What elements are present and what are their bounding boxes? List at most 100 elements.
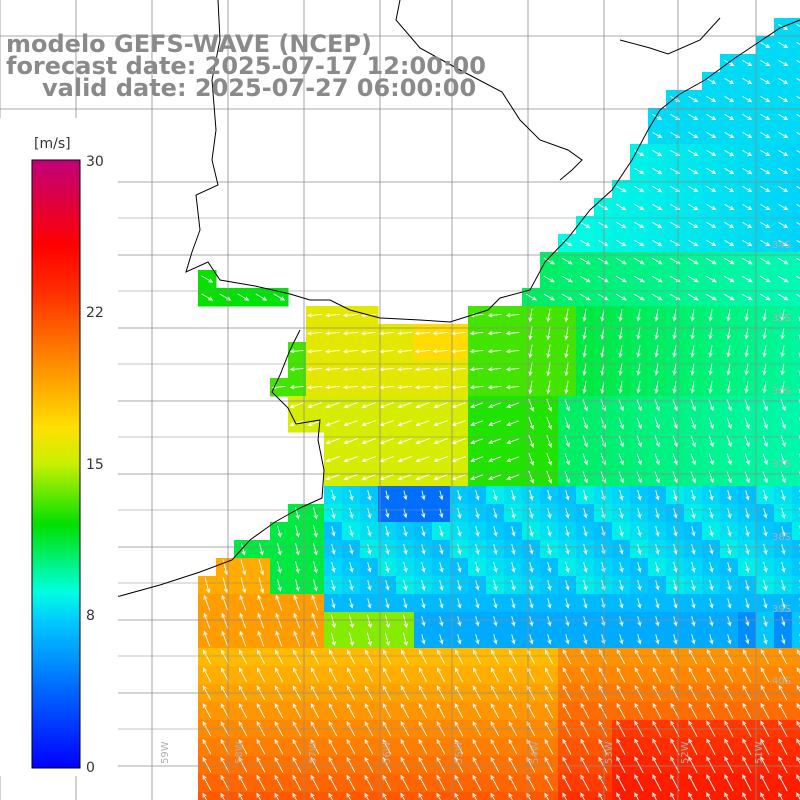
- wind-arrow: [472, 649, 481, 665]
- wind-arrow: [508, 756, 518, 773]
- wind-arrow: [397, 474, 412, 481]
- wind-arrow: [293, 612, 301, 629]
- wind-arrow: [364, 738, 374, 755]
- wind-cell: [792, 108, 800, 127]
- wind-arrow: [781, 634, 786, 645]
- wind-arrow: [306, 367, 323, 372]
- wind-arrow: [652, 756, 662, 774]
- wind-arrow: [256, 649, 265, 665]
- wind-cell: [792, 396, 800, 415]
- wind-arrow: [544, 792, 549, 800]
- wind-arrow: [618, 381, 623, 394]
- colorbar-tick-30: 30: [86, 154, 104, 170]
- wind-arrow: [637, 525, 642, 537]
- wind-arrow: [432, 331, 449, 336]
- wind-arrow: [274, 703, 284, 719]
- wind-arrow: [634, 203, 645, 211]
- wind-arrow: [760, 204, 771, 211]
- longitude-label: 54W: [530, 741, 541, 764]
- wind-arrow: [619, 616, 624, 627]
- wind-arrow: [311, 630, 319, 647]
- wind-arrow: [421, 561, 426, 574]
- wind-arrow: [493, 543, 498, 556]
- wind-arrow: [295, 525, 300, 538]
- wind-arrow: [295, 507, 300, 520]
- wind-arrow: [257, 612, 265, 629]
- wind-arrow: [313, 579, 318, 592]
- wind-arrow: [798, 370, 800, 376]
- wind-arrow: [654, 453, 660, 466]
- wind-arrow: [415, 402, 430, 409]
- wind-cell: [792, 252, 800, 271]
- wind-arrow: [397, 402, 412, 409]
- wind-arrow: [580, 792, 585, 800]
- wind-arrow: [616, 756, 626, 774]
- wind-arrow: [414, 331, 431, 336]
- wind-arrow: [708, 417, 714, 430]
- wind-arrow: [780, 309, 785, 322]
- wind-arrow: [528, 452, 535, 466]
- wind-arrow: [741, 275, 753, 283]
- wind-arrow: [760, 649, 770, 665]
- wind-arrow: [796, 114, 800, 117]
- wind-arrow: [421, 579, 426, 591]
- wind-arrow: [706, 702, 716, 719]
- wind-cell: [630, 792, 649, 800]
- wind-arrow: [277, 525, 282, 538]
- wind-arrow: [796, 684, 800, 693]
- wind-arrow: [673, 634, 678, 645]
- wind-arrow: [634, 756, 644, 774]
- wind-arrow: [203, 594, 211, 611]
- wind-arrow: [579, 293, 591, 301]
- wind-arrow: [615, 293, 627, 301]
- wind-arrow: [724, 168, 735, 175]
- wind-arrow: [562, 666, 572, 683]
- wind-arrow: [618, 309, 623, 322]
- wind-arrow: [342, 385, 359, 390]
- wind-arrow: [397, 420, 412, 427]
- wind-arrow: [475, 525, 480, 538]
- wind-arrow: [633, 275, 645, 283]
- wind-arrow: [564, 435, 570, 448]
- wind-arrow: [633, 257, 645, 265]
- wind-arrow: [475, 616, 480, 627]
- wind-arrow: [705, 275, 717, 283]
- wind-cell: [792, 162, 800, 181]
- wind-arrow: [349, 561, 354, 573]
- valid-date: valid date: 2025-07-27 06:00:00: [42, 74, 477, 102]
- wind-arrow: [547, 579, 552, 591]
- wind-arrow: [565, 634, 570, 645]
- wind-arrow: [726, 399, 732, 412]
- wind-cell: [792, 792, 800, 800]
- wind-arrow: [526, 649, 535, 665]
- wind-arrow: [760, 114, 771, 121]
- wind-cell: [594, 792, 613, 800]
- wind-arrow: [652, 149, 663, 157]
- wind-arrow: [744, 435, 750, 448]
- wind-cell: [756, 792, 775, 800]
- wind-arrow: [583, 616, 588, 627]
- wind-arrow: [400, 792, 405, 800]
- wind-arrow: [562, 792, 567, 800]
- wind-arrow: [763, 579, 768, 592]
- wind-arrow: [289, 385, 304, 390]
- wind-arrow: [547, 525, 552, 537]
- wind-arrow: [616, 738, 626, 756]
- wind-arrow: [762, 345, 767, 358]
- wind-arrow: [637, 579, 642, 591]
- wind-arrow: [778, 240, 789, 247]
- wind-arrow: [706, 666, 716, 683]
- wind-arrow: [688, 756, 698, 774]
- wind-arrow: [778, 792, 783, 800]
- wind-cell: [522, 792, 541, 800]
- wind-cell: [792, 558, 800, 577]
- wind-arrow: [760, 78, 771, 85]
- wind-arrow: [798, 334, 800, 340]
- wind-arrow: [564, 453, 570, 466]
- wind-arrow: [744, 453, 750, 466]
- wind-arrow: [472, 756, 482, 773]
- wind-arrow: [487, 349, 502, 354]
- wind-arrow: [493, 634, 498, 645]
- wind-arrow: [778, 649, 788, 665]
- wind-arrow: [780, 417, 786, 430]
